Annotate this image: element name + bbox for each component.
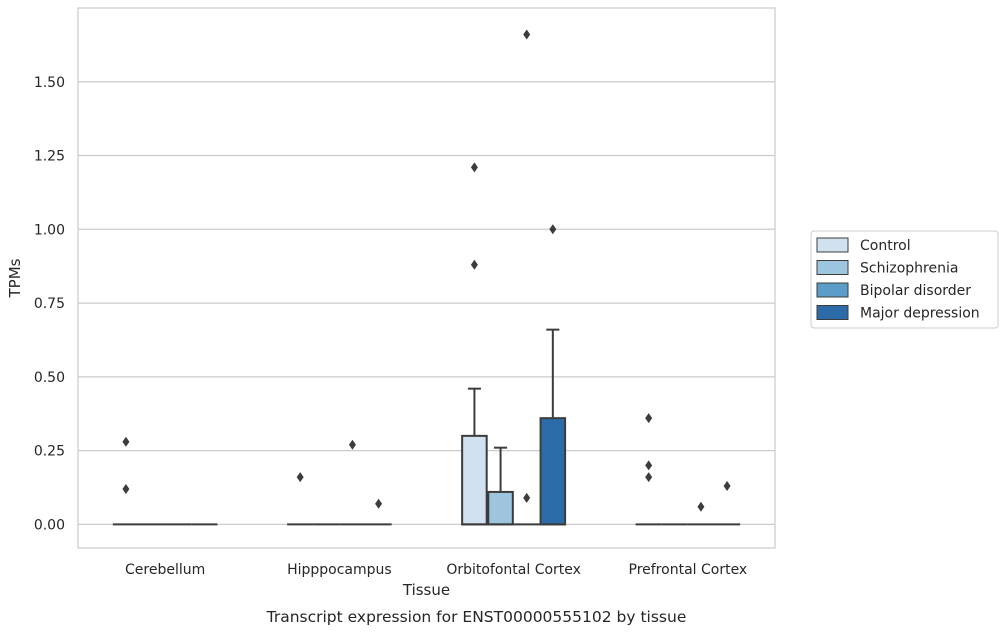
outlier-point <box>645 413 653 424</box>
outlier-point <box>296 472 304 483</box>
outlier-point <box>122 436 130 447</box>
legend-label: Bipolar disorder <box>860 283 971 299</box>
outlier-point <box>470 162 478 173</box>
outlier-point <box>645 472 653 483</box>
outlier-point <box>348 439 356 450</box>
x-tick-label: Hipppocampus <box>287 562 392 578</box>
y-tick-label: 0.50 <box>34 370 65 386</box>
legend-label: Major depression <box>860 306 980 322</box>
legend-swatch <box>816 305 849 320</box>
x-tick-label: Orbitofontal Cortex <box>446 562 581 578</box>
y-axis-label: TPMs <box>6 258 24 298</box>
outlier-point <box>122 483 130 494</box>
y-tick-labels: 0.00 0.25 0.50 0.75 1.00 1.25 1.50 <box>34 75 65 534</box>
outlier-point <box>470 259 478 270</box>
plot-frame <box>77 7 776 549</box>
x-tick-label: Cerebellum <box>125 562 205 578</box>
y-tick-label: 0.25 <box>34 444 65 460</box>
outlier-point <box>549 224 557 235</box>
outlier-point <box>697 501 705 512</box>
x-tick-labels: Cerebellum Hipppocampus Orbitofontal Corte… <box>125 562 747 578</box>
outlier-point <box>723 481 731 492</box>
legend-swatch <box>816 260 849 275</box>
box <box>539 417 567 526</box>
y-tick-label: 0.75 <box>34 296 65 312</box>
y-tick-label: 1.50 <box>34 75 65 91</box>
legend-items: Control Schizophrenia Bipolar disorder Majo… <box>816 237 980 322</box>
outlier-points <box>122 29 731 512</box>
outlier-point <box>523 29 531 40</box>
y-tick-label: 0.00 <box>34 517 65 533</box>
x-tick-label: Prefrontal Cortex <box>629 562 748 578</box>
grid-lines <box>78 81 775 526</box>
outlier-point <box>645 460 653 471</box>
legend-frame <box>810 230 999 329</box>
legend-label: Schizophrenia <box>860 261 958 277</box>
outlier-point <box>523 492 531 503</box>
box-plot-boxes <box>112 328 741 526</box>
box <box>487 490 514 526</box>
legend-swatch <box>816 237 849 253</box>
legend-label: Control <box>860 238 911 254</box>
legend-swatch <box>816 282 849 298</box>
legend: Control Schizophrenia Bipolar disorder Majo… <box>810 230 999 329</box>
y-tick-label: 1.25 <box>34 149 65 165</box>
y-tick-label: 1.00 <box>34 222 65 238</box>
x-axis-label: Tissue <box>402 581 450 599</box>
chart-caption: Transcript expression for ENST0000055510… <box>266 608 687 626</box>
outlier-point <box>375 498 383 509</box>
box <box>461 434 488 526</box>
